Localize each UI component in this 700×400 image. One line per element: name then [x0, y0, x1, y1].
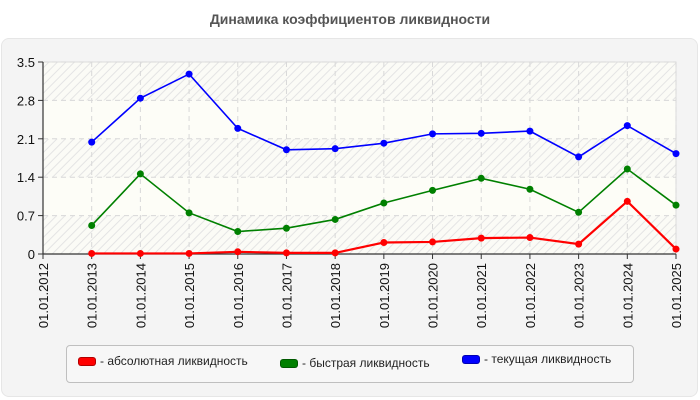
data-point — [380, 139, 388, 147]
data-point — [672, 201, 680, 209]
data-point — [136, 94, 144, 102]
data-point — [429, 130, 437, 138]
data-point — [526, 234, 534, 242]
data-point — [136, 249, 144, 257]
data-point — [380, 238, 388, 246]
x-tick-label: 01.01.2014 — [133, 263, 148, 328]
data-point — [575, 153, 583, 161]
data-point — [575, 208, 583, 216]
legend-swatch-red — [78, 356, 96, 366]
legend-label: - абсолютная ликвидность — [100, 354, 248, 368]
data-point — [185, 249, 193, 257]
x-axis-ticks: 01.01.2012 01.01.2013 01.01.2014 01.01.2015… — [36, 254, 684, 328]
x-tick-label: 01.01.2018 — [328, 263, 343, 328]
data-point — [623, 165, 631, 173]
data-point — [429, 238, 437, 246]
data-point — [623, 122, 631, 130]
legend-label: - быстрая ликвидность — [302, 356, 430, 370]
plot-background — [42, 61, 677, 255]
data-point — [88, 249, 96, 257]
x-tick-label: 01.01.2023 — [572, 263, 587, 328]
chart-title: Динамика коэффициентов ликвидности — [209, 11, 491, 27]
legend-swatch-blue — [462, 354, 480, 364]
data-point — [526, 185, 534, 193]
data-point — [282, 146, 290, 154]
data-point — [88, 221, 96, 229]
data-point — [185, 209, 193, 217]
data-point — [575, 240, 583, 248]
line-chart: 00.71.42.12.83.5 01.01.2012 01.01.2013 01.… — [17, 55, 684, 328]
data-point — [331, 215, 339, 223]
x-tick-label: 01.01.2016 — [231, 263, 246, 328]
x-tick-label: 01.01.2024 — [620, 263, 635, 328]
y-tick-label: 1.4 — [17, 170, 35, 185]
data-point — [234, 228, 242, 236]
y-tick-label: 0 — [28, 247, 35, 262]
data-point — [185, 70, 193, 78]
data-point — [234, 124, 242, 132]
data-point — [526, 127, 534, 135]
data-point — [672, 245, 680, 253]
data-point — [477, 129, 485, 137]
x-tick-label: 01.01.2020 — [426, 263, 441, 328]
x-tick-label: 01.01.2017 — [279, 263, 294, 328]
y-axis-ticks: 0 0.7 1.4 2.1 2.8 3.5 — [17, 55, 43, 262]
data-point — [331, 249, 339, 257]
data-point — [136, 170, 144, 178]
legend-item-quick: - быстрая ликвидность — [280, 356, 430, 370]
data-point — [623, 197, 631, 205]
data-point — [282, 249, 290, 257]
chart-legend: - абсолютная ликвидность - быстрая ликви… — [66, 345, 634, 383]
data-point — [672, 150, 680, 158]
data-point — [477, 174, 485, 182]
gridlines — [43, 61, 677, 254]
y-tick-label: 3.5 — [17, 55, 35, 70]
y-tick-label: 2.1 — [17, 132, 35, 147]
x-tick-label: 01.01.2019 — [377, 263, 392, 328]
data-point — [282, 224, 290, 232]
legend-item-absolute: - абсолютная ликвидность — [78, 354, 248, 368]
legend-label: - текущая ликвидность — [484, 352, 612, 366]
data-series — [88, 70, 680, 257]
y-tick-label: 0.7 — [17, 209, 35, 224]
x-tick-label: 01.01.2012 — [36, 263, 51, 328]
x-tick-label: 01.01.2013 — [85, 263, 100, 328]
data-point — [380, 199, 388, 207]
x-tick-label: 01.01.2022 — [523, 263, 538, 328]
x-tick-label: 01.01.2015 — [182, 263, 197, 328]
x-tick-label: 01.01.2025 — [669, 263, 684, 328]
y-tick-label: 2.8 — [17, 93, 35, 108]
data-point — [331, 145, 339, 153]
data-point — [429, 186, 437, 194]
x-tick-label: 01.01.2021 — [474, 263, 489, 328]
data-point — [477, 234, 485, 242]
legend-swatch-green — [280, 358, 298, 368]
data-point — [88, 138, 96, 146]
legend-item-current: - текущая ликвидность — [462, 352, 611, 366]
data-point — [234, 248, 242, 256]
